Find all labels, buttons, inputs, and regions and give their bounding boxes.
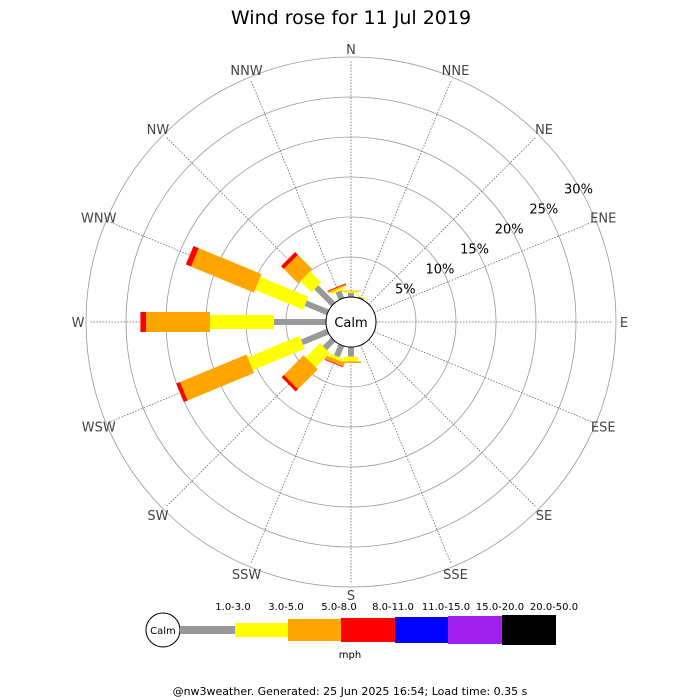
legend-swatch-2 (235, 623, 288, 637)
wind-bar-w-bin-4 (140, 312, 146, 332)
legend-swatch-1 (180, 626, 235, 634)
legend-label-2: 3.0-5.0 (268, 602, 303, 613)
wind-bar-wnw-bin-4 (185, 245, 199, 267)
legend-swatch-4 (341, 618, 395, 642)
ring-percent-labels: 5% 10% 15% 20% 25% 30% (395, 183, 593, 298)
direction-label-ese: ESE (591, 420, 616, 435)
wind-bar-nw-bin-2 (300, 271, 322, 293)
direction-label-n: N (346, 43, 356, 58)
grid-spoke (368, 339, 536, 507)
grid-spoke (360, 80, 452, 300)
legend-units: mph (339, 650, 361, 661)
legend-label-6: 15.0-20.0 (476, 602, 524, 613)
legend-swatch-5 (395, 617, 448, 643)
direction-label-se: SE (536, 509, 552, 524)
speed-legend: Calm 1.0-3.0 3.0-5.0 5.0-8.0 8.0-11.0 11.0-15… (145, 602, 578, 661)
wind-bar-nne-bin-2 (354, 294, 368, 301)
wind-bar-n-bin-1 (348, 293, 354, 297)
calm-label: Calm (334, 316, 367, 331)
legend-label-1: 1.0-3.0 (215, 602, 250, 613)
legend-label-5: 11.0-15.0 (422, 602, 470, 613)
wind-bar-s-bin-3 (341, 361, 361, 364)
ring-label: 15% (460, 243, 489, 258)
wind-bar-wsw-bin-2 (247, 335, 305, 371)
direction-label-sse: SSE (443, 568, 468, 583)
wind-bar-nw-bin-1 (314, 285, 336, 307)
direction-labels: N NNE NE ENE E ESE SE SSE S SSW SW WSW W WNW NW NNW (72, 43, 629, 604)
ring-label: 30% (564, 183, 593, 198)
wind-bar-wnw-bin-2 (255, 276, 309, 310)
legend-calm-label: Calm (150, 626, 176, 637)
ring-label: 10% (425, 263, 454, 278)
direction-label-nnw: NNW (230, 64, 262, 79)
wind-bar-sw-bin-4 (281, 375, 298, 392)
grid-spoke (250, 80, 342, 300)
wind-bar-sw-bin-2 (305, 343, 330, 368)
grid-spoke (373, 221, 593, 313)
wind-bar-n-bin-3 (341, 290, 361, 292)
wind-bar-nnw-bin-1 (335, 290, 345, 301)
wind-bar-ssw-bin-1 (334, 343, 345, 358)
wind-bar-sw-bin-3 (283, 355, 318, 390)
direction-label-e: E (620, 316, 628, 331)
wind-bar-wnw-bin-3 (191, 248, 262, 293)
wind-bar-wsw-bin-3 (179, 354, 255, 401)
wind-bar-nw-bin-4 (280, 251, 298, 269)
chart-title: Wind rose for 11 Jul 2019 (231, 7, 471, 29)
wind-bar-wnw-bin-1 (304, 300, 330, 316)
legend-swatch-6 (448, 616, 502, 644)
wind-bar-n-bin-2 (344, 291, 358, 293)
grid-spoke (360, 344, 452, 564)
ring-label: 25% (529, 203, 558, 218)
legend-label-7: 20.0-50.0 (530, 602, 578, 613)
direction-label-ssw: SSW (232, 568, 262, 583)
grid-spoke (368, 137, 536, 305)
grid-spoke (250, 344, 342, 564)
wind-bar-s-bin-2 (344, 356, 358, 362)
wind-bars (140, 245, 372, 403)
wind-bar-w-bin-1 (274, 319, 326, 325)
wind-bar-nnw-bin-2 (330, 286, 345, 295)
wind-bar-wsw-bin-1 (300, 328, 330, 346)
calm-circle (325, 296, 377, 348)
direction-label-nne: NNE (442, 64, 470, 79)
calm-circle-group: Calm (325, 296, 377, 348)
wind-bar-w-bin-3 (146, 312, 210, 332)
ring-label: 20% (495, 223, 524, 238)
direction-label-wsw: WSW (82, 420, 116, 435)
wind-bar-ssw-bin-4 (324, 359, 344, 368)
direction-label-sw: SW (147, 509, 168, 524)
wind-bar-w-bin-2 (210, 315, 274, 329)
wind-bar-ssw-bin-3 (324, 355, 345, 367)
legend-swatch-3 (288, 619, 341, 641)
wind-bar-s-bin-1 (348, 347, 354, 357)
footer-text: @nw3weather. Generated: 25 Jun 2025 16:5… (173, 685, 528, 698)
legend-swatch-7 (502, 615, 556, 645)
wind-bar-nnw-bin-4 (327, 283, 347, 292)
grid-ring (125, 96, 577, 548)
wind-bar-nne-bin-1 (357, 296, 364, 301)
direction-label-w: W (72, 316, 85, 331)
wind-bar-nnw-bin-3 (327, 283, 347, 294)
wind-bar-ssw-bin-2 (329, 353, 344, 362)
wind-bar-nw-bin-3 (283, 254, 313, 284)
grid-ring (85, 56, 617, 588)
grid-spoke (373, 331, 593, 423)
ring-label: 5% (395, 283, 416, 298)
legend-label-3: 5.0-8.0 (321, 602, 356, 613)
wind-bar-wsw-bin-4 (176, 382, 188, 403)
direction-label-ene: ENE (590, 212, 616, 227)
direction-label-s: S (347, 589, 355, 604)
direction-label-wnw: WNW (81, 212, 117, 227)
direction-label-nw: NW (147, 123, 170, 138)
wind-bar-sw-bin-1 (322, 337, 336, 351)
legend-label-4: 8.0-11.0 (372, 602, 414, 613)
direction-label-ne: NE (535, 123, 553, 138)
